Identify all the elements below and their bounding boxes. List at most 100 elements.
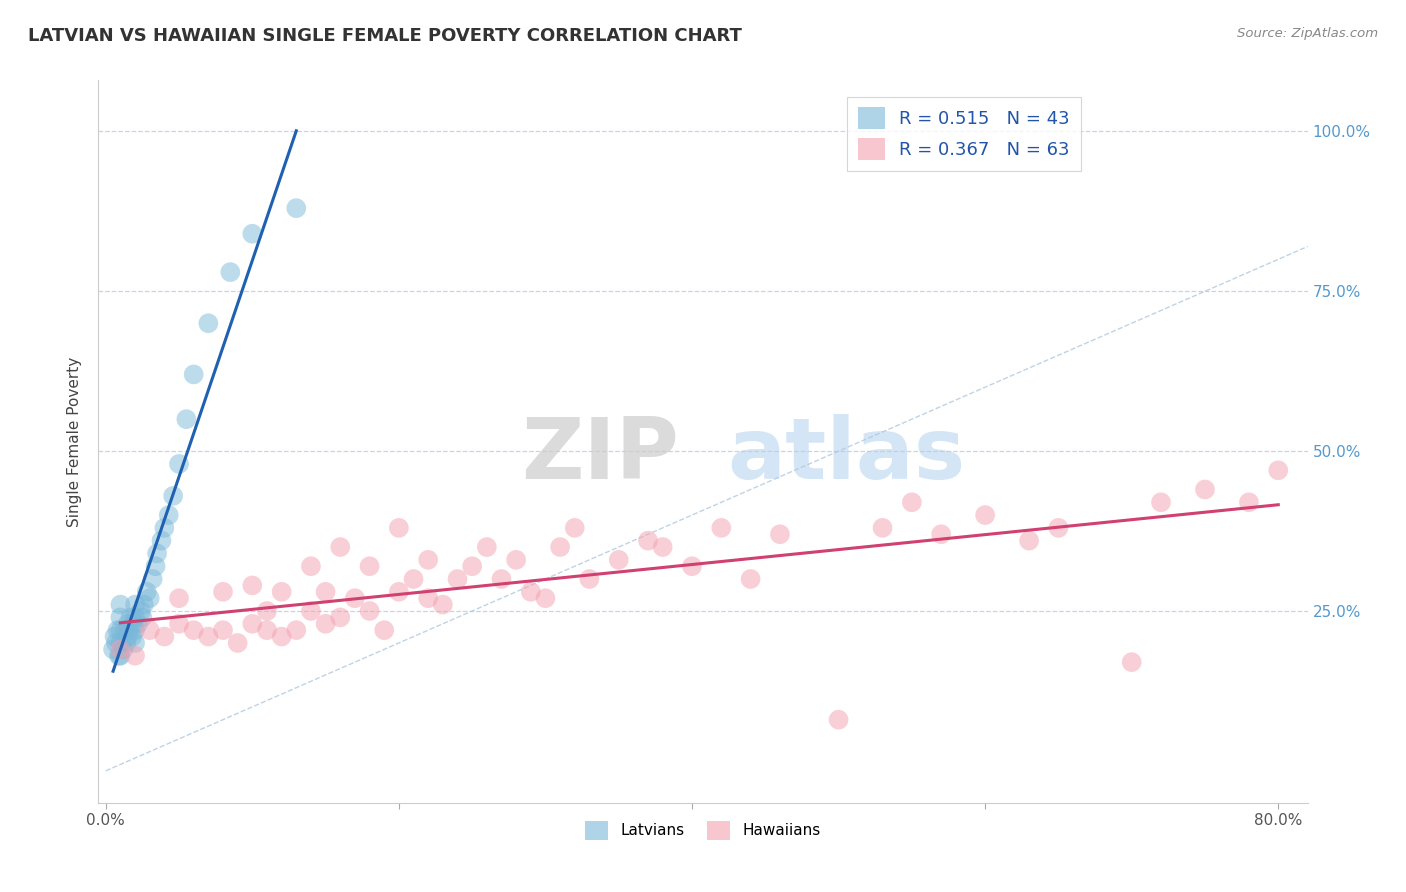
Point xyxy=(153,521,176,535)
Point xyxy=(974,508,997,522)
Point xyxy=(1237,495,1260,509)
Point xyxy=(637,533,659,548)
Point xyxy=(240,578,263,592)
Point xyxy=(929,527,952,541)
Point xyxy=(107,623,129,637)
Point xyxy=(740,572,762,586)
Point xyxy=(138,591,160,606)
Point xyxy=(505,553,527,567)
Point xyxy=(176,412,198,426)
Point xyxy=(388,584,411,599)
Point xyxy=(329,610,352,624)
Point xyxy=(315,616,337,631)
Point xyxy=(110,636,132,650)
Point xyxy=(183,623,205,637)
Point xyxy=(1194,483,1216,497)
Point xyxy=(110,648,132,663)
Point xyxy=(157,508,180,522)
Point xyxy=(491,572,513,586)
Point xyxy=(359,604,381,618)
Point xyxy=(226,636,249,650)
Point xyxy=(162,489,184,503)
Point xyxy=(110,623,132,637)
Point xyxy=(461,559,484,574)
Point xyxy=(446,572,468,586)
Point xyxy=(769,527,792,541)
Text: Source: ZipAtlas.com: Source: ZipAtlas.com xyxy=(1237,27,1378,40)
Point xyxy=(131,610,153,624)
Point xyxy=(578,572,600,586)
Point xyxy=(167,457,190,471)
Point xyxy=(110,642,132,657)
Point xyxy=(285,623,308,637)
Point xyxy=(167,616,190,631)
Point xyxy=(101,642,124,657)
Text: LATVIAN VS HAWAIIAN SINGLE FEMALE POVERTY CORRELATION CHART: LATVIAN VS HAWAIIAN SINGLE FEMALE POVERT… xyxy=(28,27,742,45)
Point xyxy=(121,630,143,644)
Point xyxy=(475,540,498,554)
Point xyxy=(124,610,146,624)
Point xyxy=(124,648,146,663)
Point xyxy=(315,584,337,599)
Point xyxy=(108,648,131,663)
Point xyxy=(117,630,139,644)
Point xyxy=(135,584,157,599)
Point xyxy=(167,591,190,606)
Point xyxy=(142,572,165,586)
Point xyxy=(329,540,352,554)
Point xyxy=(388,521,411,535)
Point xyxy=(256,623,278,637)
Point xyxy=(110,610,132,624)
Point xyxy=(432,598,454,612)
Y-axis label: Single Female Poverty: Single Female Poverty xyxy=(67,357,83,526)
Point xyxy=(607,553,630,567)
Point xyxy=(153,630,176,644)
Point xyxy=(402,572,425,586)
Text: atlas: atlas xyxy=(727,415,966,498)
Point xyxy=(1121,655,1143,669)
Point xyxy=(118,623,141,637)
Point xyxy=(240,227,263,241)
Point xyxy=(534,591,557,606)
Point xyxy=(115,636,138,650)
Point xyxy=(124,636,146,650)
Point xyxy=(418,553,440,567)
Point xyxy=(105,636,128,650)
Point xyxy=(212,623,235,637)
Point xyxy=(138,623,160,637)
Point xyxy=(299,604,322,618)
Point xyxy=(256,604,278,618)
Point xyxy=(270,584,292,599)
Point xyxy=(1150,495,1173,509)
Point xyxy=(270,630,292,644)
Point xyxy=(146,546,169,560)
Point xyxy=(681,559,703,574)
Point xyxy=(373,623,395,637)
Point xyxy=(114,623,136,637)
Point xyxy=(110,598,132,612)
Point xyxy=(1047,521,1070,535)
Point xyxy=(212,584,235,599)
Point xyxy=(299,559,322,574)
Point xyxy=(564,521,586,535)
Point xyxy=(1018,533,1040,548)
Point xyxy=(285,201,308,215)
Point xyxy=(129,604,152,618)
Point xyxy=(1267,463,1289,477)
Point xyxy=(651,540,673,554)
Point xyxy=(710,521,733,535)
Point xyxy=(145,559,167,574)
Point xyxy=(122,616,145,631)
Point xyxy=(124,598,146,612)
Point xyxy=(150,533,173,548)
Point xyxy=(197,316,219,330)
Point xyxy=(901,495,924,509)
Point xyxy=(183,368,205,382)
Point xyxy=(827,713,849,727)
Point xyxy=(132,598,155,612)
Point xyxy=(872,521,894,535)
Point xyxy=(103,630,125,644)
Point xyxy=(240,616,263,631)
Point xyxy=(124,623,146,637)
Point xyxy=(112,642,135,657)
